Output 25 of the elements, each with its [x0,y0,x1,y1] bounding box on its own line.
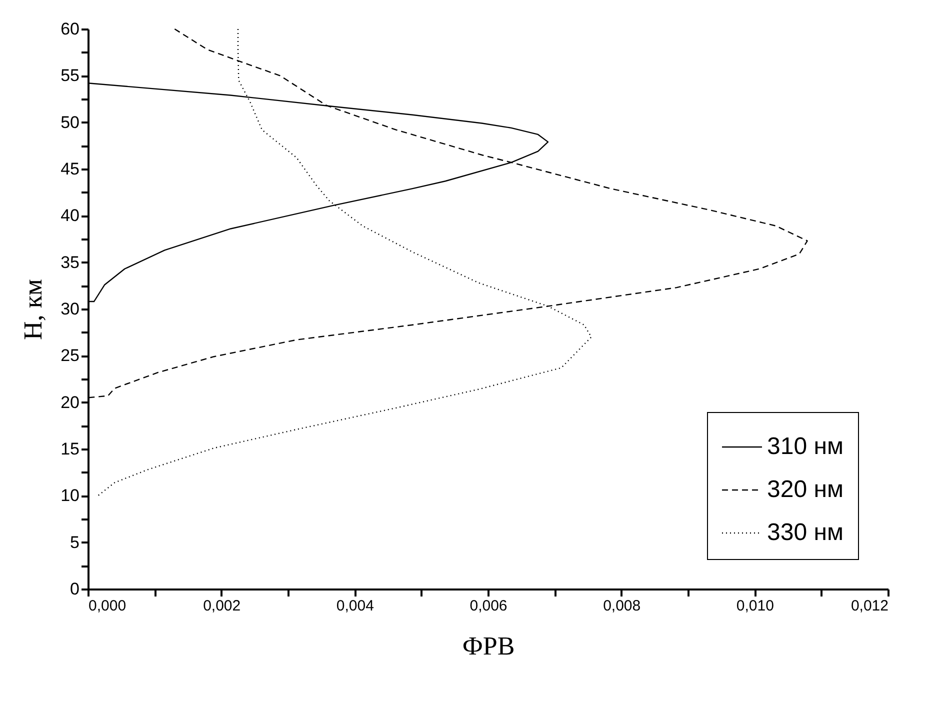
y-tick-label: 35 [60,252,80,272]
x-tick-label: 0,000 [88,598,126,614]
y-tick-label: 30 [60,300,80,318]
y-tick-label: 25 [60,346,80,366]
y-tick-label: 0 [70,580,80,598]
y-tick-label: 15 [60,440,80,458]
legend-label: 330 нм [767,519,844,546]
legend-label: 320 нм [767,476,844,503]
x-tick-label: 0,006 [470,598,508,614]
y-tick-label: 55 [60,66,80,86]
x-tick-label: 0,010 [736,598,774,614]
y-tick-label: 45 [60,160,80,178]
y-tick-label: 5 [70,532,80,552]
y-tick-label: 60 [60,20,80,38]
y-tick-label: 10 [60,486,80,506]
x-axis-title: ФРВ [462,632,515,660]
y-axis-title: Н, км [18,279,48,340]
x-tick-label: 0,008 [603,598,641,614]
y-tick-label: 40 [60,206,80,226]
y-tick-label: 20 [60,392,80,412]
x-tick-label: 0,004 [336,598,374,614]
y-tick-label: 50 [60,112,80,132]
x-tick-label: 0,012 [850,598,888,614]
x-tick-label: 0,002 [203,598,241,614]
legend-label: 310 нм [767,433,844,460]
